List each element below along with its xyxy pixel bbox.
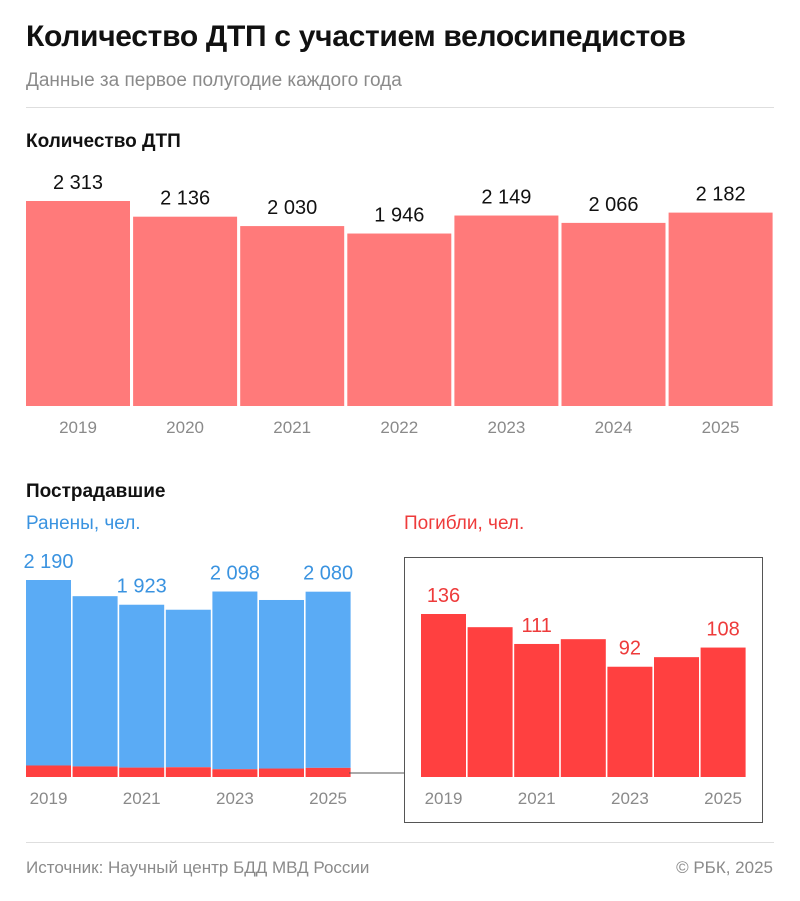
accidents-value-label: 2 149 [481,187,531,209]
killed-value-label: 92 [619,638,641,660]
footer-divider [26,842,774,843]
accidents-value-label: 2 313 [53,172,103,194]
injured-bar-2025 [305,591,351,768]
injured-panel-killed-bar-2023 [212,769,258,777]
injured-bar-2024 [259,599,304,769]
killed-x-tick: 2025 [704,789,742,808]
injured-x-tick: 2025 [309,789,347,808]
injured-panel-killed-bar-2020 [72,766,118,777]
accidents-section-title: Количество ДТП [26,131,181,152]
copyright-note: © РБК, 2025 [676,858,773,877]
killed-bar-2024 [654,657,699,777]
injured-panel-killed-bar-2025 [305,767,351,777]
killed-bar-2020 [467,627,513,777]
injured-panel-killed-bar-2024 [259,768,304,777]
accidents-bar-2020 [133,216,238,406]
injured-panel-killed-bar-2022 [165,767,211,777]
injured-x-tick: 2021 [123,789,161,808]
killed-bar-2021 [514,643,560,777]
accidents-bar-2024 [561,222,666,406]
injured-value-label: 2 098 [210,563,260,585]
killed-series-label: Погибли, чел. [404,513,525,534]
killed-bar-2022 [560,639,606,777]
killed-bar-2025 [700,647,746,777]
accidents-bar-2022 [347,233,452,406]
injured-value-label: 1 923 [117,576,167,598]
accidents-x-tick: 2023 [487,418,525,437]
injured-value-label: 2 190 [23,551,73,573]
accidents-value-label: 2 066 [588,194,638,216]
accidents-value-label: 2 182 [696,184,746,206]
accidents-bar-2019 [26,201,130,406]
accidents-bar-2021 [240,226,345,406]
injured-bar-2020 [72,596,118,767]
accidents-x-tick: 2021 [273,418,311,437]
killed-value-label: 136 [427,585,460,607]
injured-panel-killed-bar-2019 [26,765,71,777]
injured-x-tick: 2019 [30,789,68,808]
chart-subtitle: Данные за первое полугодие каждого года [26,70,402,91]
victims-section-title: Пострадавшие [26,481,166,502]
accidents-x-tick: 2019 [59,418,97,437]
source-note: Источник: Научный центр БДД МВД России [26,858,370,877]
injured-value-label: 2 080 [303,563,353,585]
chart-title: Количество ДТП с участием велосипедистов [26,20,686,53]
killed-bar-2023 [607,666,653,777]
injured-panel-killed-bar-2021 [119,767,165,777]
injured-x-tick: 2023 [216,789,254,808]
killed-bar-2019 [421,614,466,777]
killed-x-tick: 2021 [518,789,556,808]
accidents-bar-2025 [668,212,773,406]
killed-value-label: 111 [521,615,551,637]
accidents-x-tick: 2025 [702,418,740,437]
accidents-value-label: 1 946 [374,205,424,227]
accidents-value-label: 2 030 [267,197,317,219]
injured-bar-2021 [119,604,165,768]
injured-bar-2019 [26,580,71,766]
killed-x-tick: 2019 [425,789,463,808]
injured-bar-2022 [165,609,211,768]
injured-bar-2023 [212,591,258,770]
accidents-x-tick: 2020 [166,418,204,437]
injured-series-label: Ранены, чел. [26,513,141,534]
accidents-x-tick: 2022 [380,418,418,437]
header-divider [26,107,774,108]
killed-value-label: 108 [706,619,739,641]
killed-detail-box [404,557,763,823]
accidents-value-label: 2 136 [160,188,210,210]
killed-x-tick: 2023 [611,789,649,808]
accidents-x-tick: 2024 [595,418,633,437]
accidents-bar-2023 [454,215,559,406]
